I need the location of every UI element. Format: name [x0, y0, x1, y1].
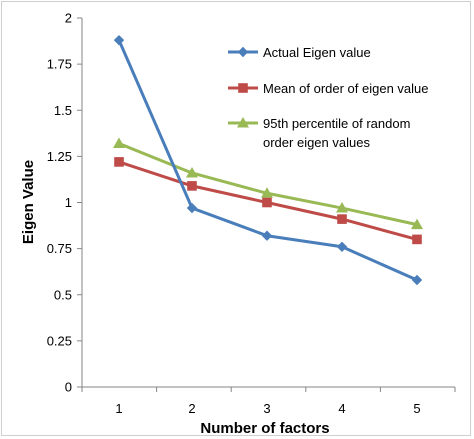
- y-axis-title: Eigen Value: [20, 160, 37, 244]
- series-line: [118, 142, 418, 227]
- legend-item-1: Mean of order of eigen value: [228, 81, 429, 96]
- y-tick-label: 2: [65, 11, 72, 26]
- x-tick-label: 4: [338, 401, 345, 416]
- legend-marker-square: [238, 83, 248, 93]
- data-point-square: [187, 181, 197, 191]
- y-tick-label: 1.5: [54, 103, 72, 118]
- series-group: [113, 34, 423, 286]
- legend-label-line: 95th percentile of random: [263, 116, 410, 131]
- y-tick-label: 0.75: [47, 241, 72, 256]
- legend-item-2: 95th percentile of random order eigen val…: [228, 116, 410, 150]
- data-point-square: [337, 214, 347, 224]
- data-point-square: [412, 234, 422, 245]
- x-tick-label: 2: [188, 401, 195, 416]
- y-tick-label: 0.5: [54, 287, 72, 302]
- legend: Actual Eigen value Mean of order of eigen…: [228, 45, 429, 150]
- axes: 0 0.25 0.5 0.75 1 1.25 1.5 1.75 2 1 2 3 4 5: [47, 11, 456, 416]
- legend-label: Mean of order of eigen value: [263, 81, 429, 96]
- y-tick-label: 0: [65, 380, 72, 395]
- data-point-square: [262, 197, 272, 208]
- data-point-triangle: [261, 187, 273, 198]
- data-point-square: [114, 157, 124, 167]
- x-tick-label: 1: [115, 401, 122, 416]
- y-tick-label: 1.25: [47, 149, 72, 164]
- data-point-triangle: [336, 202, 348, 213]
- data-point-diamond: [113, 34, 125, 46]
- data-point-diamond: [186, 202, 198, 214]
- x-tick-label: 5: [413, 401, 420, 416]
- legend-marker-diamond: [237, 46, 249, 58]
- series-0: [113, 34, 423, 286]
- data-point-triangle: [186, 166, 198, 178]
- legend-marker-triangle: [237, 117, 249, 128]
- y-tick-label: 1: [65, 195, 72, 210]
- legend-label-line: order eigen values: [263, 135, 370, 150]
- data-point-diamond: [411, 274, 423, 286]
- series-1: [114, 157, 422, 245]
- data-point-diamond: [336, 241, 348, 252]
- x-axis-title: Number of factors: [200, 420, 329, 437]
- series-2: [113, 137, 423, 230]
- legend-item-0: Actual Eigen value: [228, 45, 371, 60]
- data-point-triangle: [113, 137, 125, 148]
- data-point-diamond: [261, 230, 273, 241]
- y-tick-label: 1.75: [47, 57, 72, 72]
- legend-label: Actual Eigen value: [263, 45, 371, 60]
- x-tick-label: 3: [263, 401, 270, 416]
- y-tick-label: 0.25: [47, 333, 72, 348]
- data-point-triangle: [411, 218, 423, 230]
